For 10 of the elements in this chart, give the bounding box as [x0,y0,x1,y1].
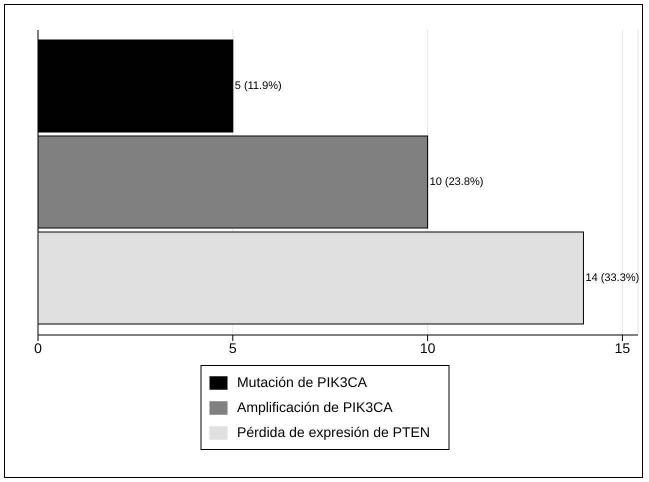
x-tick-label: 10 [420,340,436,356]
legend-label: Pérdida de expresión de PTEN [237,424,430,440]
x-tick-label: 15 [614,340,630,356]
data-label: 5 (11.9%) [234,80,282,92]
x-tick-label: 5 [228,340,237,356]
legend-label: Amplificación de PIK3CA [237,399,393,415]
data-label: 14 (33.3%) [585,272,640,284]
x-tick-label: 0 [34,340,42,356]
legend-label: Mutación de PIK3CA [237,374,367,390]
data-label: 10 (23.8%) [430,176,484,188]
